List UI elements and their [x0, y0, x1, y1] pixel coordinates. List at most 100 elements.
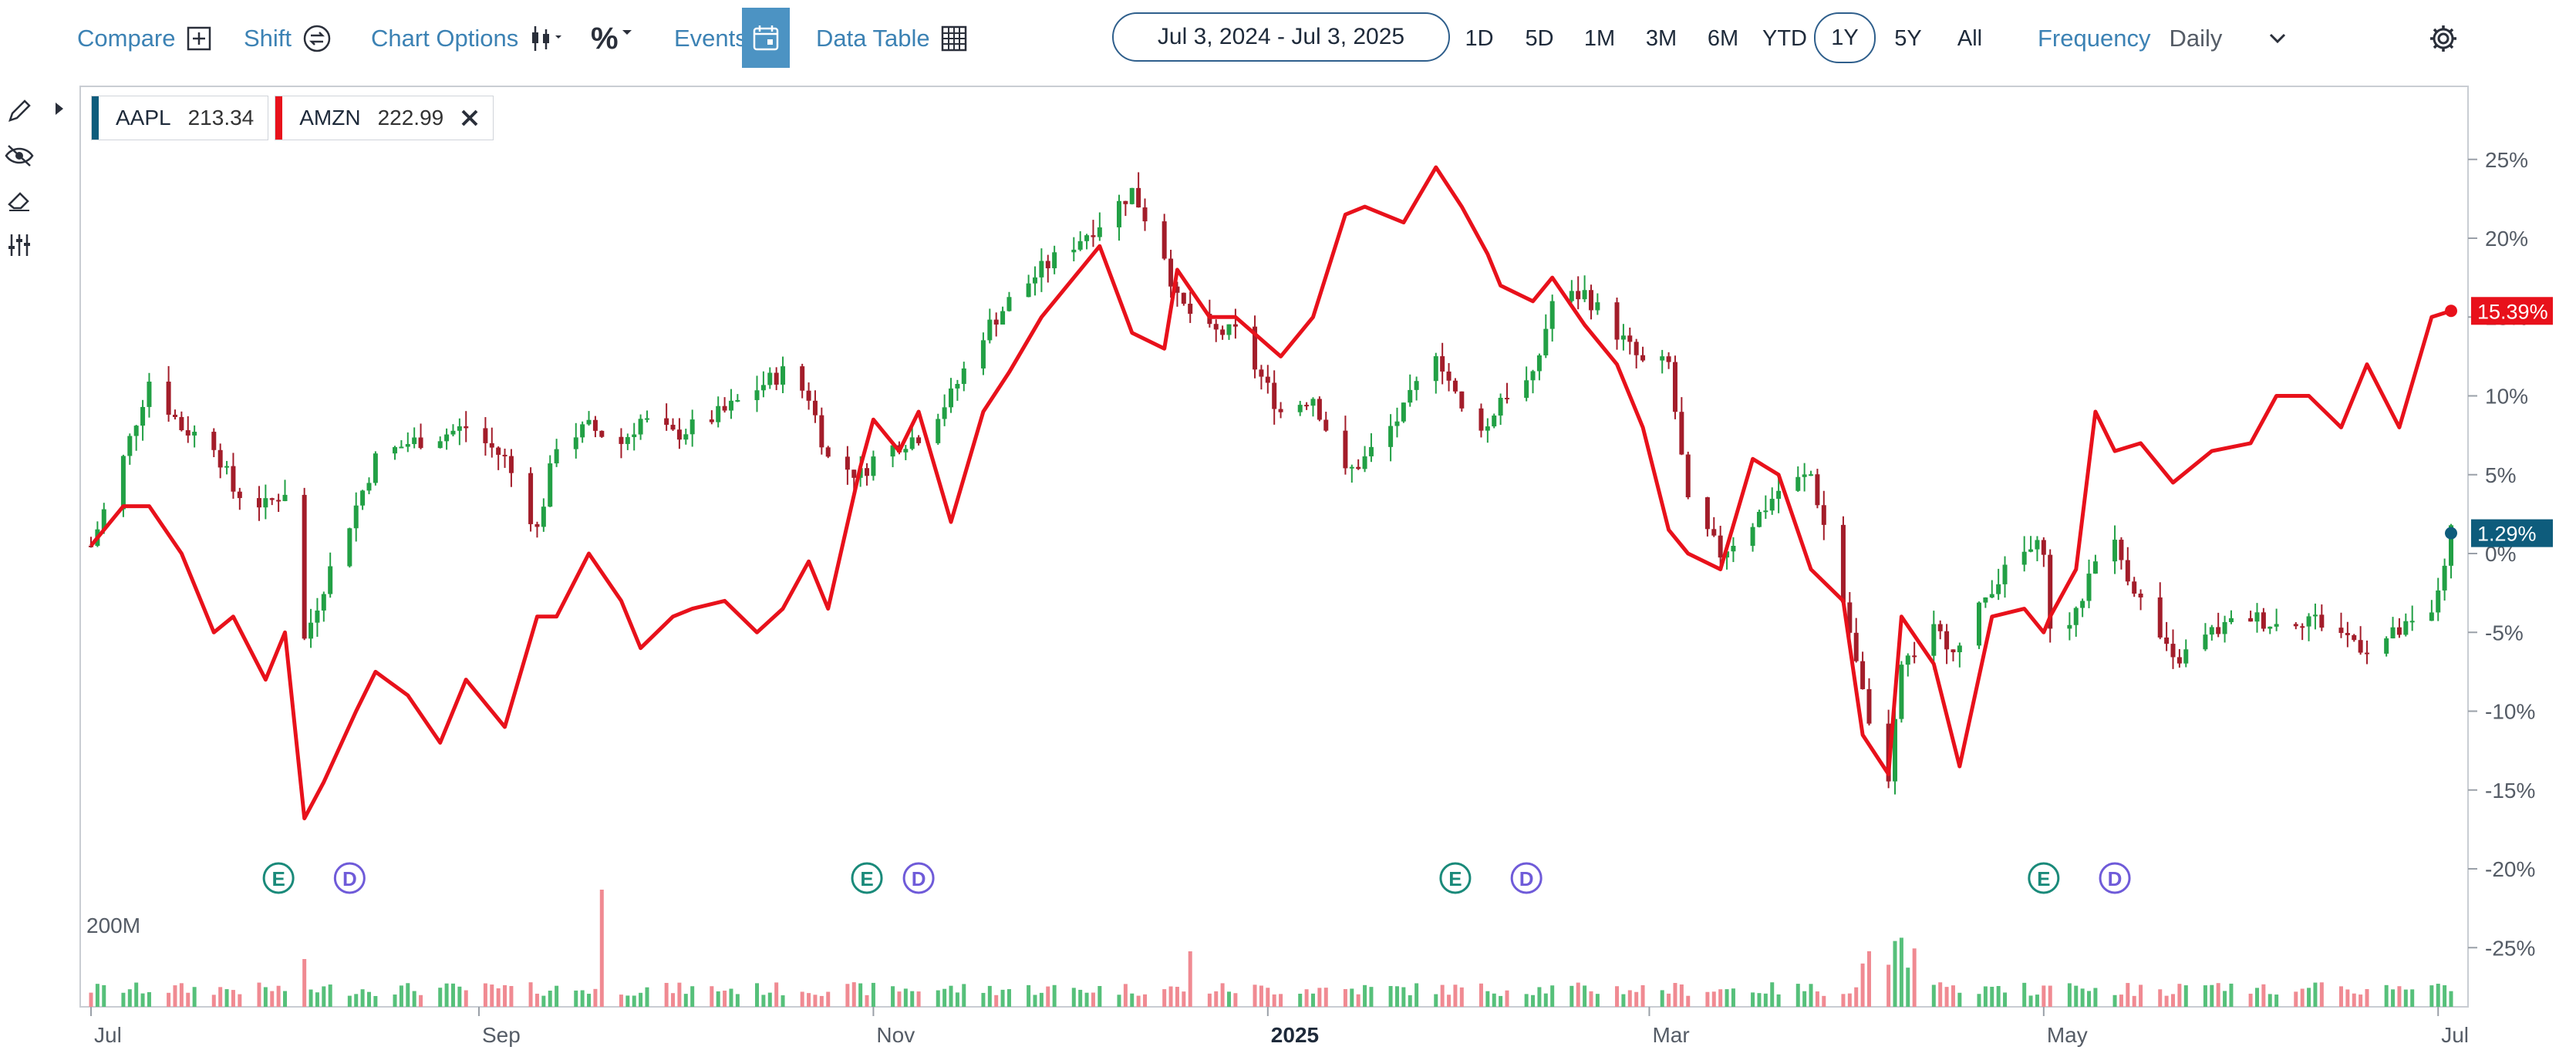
candle-body [1084, 235, 1090, 241]
volume-bar [1479, 983, 1483, 1007]
volume-bar [2319, 982, 2324, 1007]
period-1m[interactable]: 1M [1583, 25, 1616, 51]
chart-options-button[interactable]: Chart Options [371, 19, 565, 59]
aapl-color-swatch [92, 96, 99, 140]
volume-bar [1589, 991, 1593, 1007]
candle-body [580, 424, 585, 438]
volume-bar [147, 991, 151, 1007]
candle-body [1343, 430, 1348, 469]
candle-body [1388, 426, 1394, 447]
legend-aapl[interactable]: AAPL 213.34 [91, 96, 269, 140]
expand-toolbar-icon[interactable] [54, 101, 65, 116]
legend-amzn[interactable]: AMZN 222.99 [275, 96, 494, 140]
period-5y[interactable]: 5Y [1894, 25, 1922, 51]
volume-bar [710, 986, 714, 1007]
remove-series-icon[interactable] [460, 109, 479, 127]
date-range-button[interactable]: Jul 3, 2024 - Jul 3, 2025 [1112, 12, 1450, 62]
volume-bar [851, 982, 856, 1007]
volume-bar [1531, 994, 1536, 1007]
candle-body [418, 437, 423, 449]
candle-body [2203, 634, 2208, 650]
candle-body [1265, 376, 1270, 383]
period-ytd[interactable]: YTD [1762, 25, 1807, 51]
events-calendar-button[interactable] [742, 8, 790, 68]
volume-bar [406, 983, 410, 1007]
volume-bar [263, 987, 268, 1007]
period-6m[interactable]: 6M [1707, 25, 1739, 51]
draw-pencil-button[interactable] [0, 89, 39, 133]
events-toggle[interactable]: Events [674, 19, 747, 59]
frequency-selector[interactable]: Frequency Daily [2038, 19, 2287, 59]
candle-body [2274, 624, 2279, 627]
candle-body [217, 449, 223, 468]
candle-body [2409, 621, 2415, 623]
volume-bar [2003, 992, 2008, 1007]
period-all[interactable]: All [1957, 25, 1983, 51]
candle-body [1776, 490, 1782, 500]
indicator-settings-button[interactable] [0, 223, 39, 268]
eraser-button[interactable] [0, 178, 39, 223]
amzn-end-label: 15.39% [2477, 300, 2548, 323]
shift-button[interactable]: Shift [244, 19, 332, 59]
candle-body [2358, 640, 2363, 653]
candle-body [903, 449, 909, 453]
candle-body [716, 406, 721, 422]
period-3m[interactable]: 3M [1645, 25, 1677, 51]
candle-body [1446, 371, 1452, 381]
period-5d[interactable]: 5D [1525, 25, 1554, 51]
candle-body [1297, 405, 1303, 412]
candle-body [1666, 356, 1671, 362]
candle-body [1232, 324, 1238, 327]
volume-bar [231, 990, 235, 1007]
compare-button[interactable]: Compare [77, 19, 211, 59]
settings-button[interactable] [2428, 19, 2459, 59]
volume-bar [1757, 993, 1762, 1007]
volume-bar [1259, 985, 1263, 1007]
volume-bar [2216, 983, 2220, 1007]
candle-body [179, 416, 184, 431]
candle-body [1588, 290, 1593, 311]
volume-bar [2229, 983, 2234, 1007]
candle-body [1485, 426, 1490, 431]
candle-body [909, 437, 915, 449]
volume-bar [774, 982, 779, 1007]
compare-label: Compare [77, 25, 176, 52]
y-tick-label: 25% [2485, 148, 2528, 172]
volume-bar [1039, 992, 1044, 1007]
volume-bar [1886, 964, 1891, 1007]
volume-bar [916, 991, 921, 1007]
calendar-icon [753, 25, 779, 51]
percent-scale-button[interactable]: % [591, 19, 632, 59]
candle-body [1996, 584, 2001, 594]
earnings-event-marker [262, 862, 295, 894]
volume-bar [1369, 987, 1374, 1007]
period-1d[interactable]: 1D [1465, 25, 1494, 51]
volume-bar [276, 985, 281, 1007]
candle-body [2267, 626, 2273, 629]
volume-bar [224, 989, 229, 1007]
frequency-label: Frequency [2038, 25, 2151, 52]
candle-body [1524, 380, 1529, 399]
volume-bar [1983, 986, 1988, 1007]
volume-bar [1770, 982, 1775, 1007]
candle-body [1188, 303, 1193, 315]
data-table-button[interactable]: Data Table [816, 19, 967, 59]
volume-scale-label: 200M [86, 914, 140, 937]
amzn-last-point [2445, 305, 2457, 318]
volume-bar [1447, 994, 1452, 1007]
candle-body [1912, 655, 1917, 658]
candle-body [851, 469, 857, 478]
candle-body [961, 368, 966, 385]
candle-body [276, 500, 282, 502]
volume-bar [1401, 987, 1406, 1007]
volume-bar [1718, 989, 1723, 1007]
candle-body [2028, 549, 2034, 552]
period-1y[interactable]: 1Y [1814, 12, 1876, 63]
hide-drawings-button[interactable] [0, 133, 39, 178]
candle-body [1815, 474, 1820, 506]
volume-bar [2112, 994, 2117, 1007]
volume-bar [2183, 985, 2188, 1007]
volume-bar [1304, 989, 1309, 1007]
